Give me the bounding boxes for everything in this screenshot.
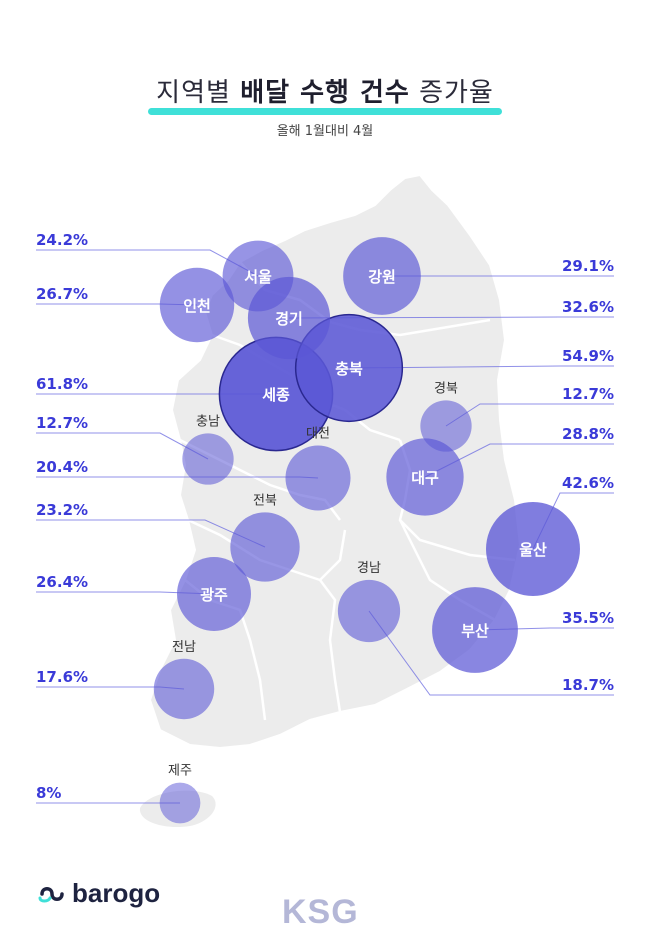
region-label-15: 부산 — [461, 622, 489, 640]
value-label-15: 35.5% — [562, 609, 614, 627]
title-part-1: 지역별 — [156, 78, 241, 108]
bubble-6 — [177, 557, 251, 631]
region-label-2: 세종 — [262, 386, 290, 404]
leader-line-16 — [368, 610, 614, 696]
value-label-8: 8% — [36, 784, 61, 802]
barogo-logo-icon — [38, 886, 64, 902]
bubble-13 — [386, 438, 464, 516]
region-label-1: 인천 — [183, 297, 211, 315]
chart-title: 지역별 배달 수행 건수 증가율 — [0, 72, 650, 113]
region-label-6: 광주 — [200, 586, 228, 604]
region-label-14: 울산 — [519, 541, 547, 559]
bubble-4 — [285, 445, 351, 511]
region-label-10: 경기 — [275, 310, 303, 328]
value-label-0: 24.2% — [36, 231, 88, 249]
watermark: KSG — [282, 893, 359, 931]
region-label-8: 제주 — [168, 764, 192, 779]
region-label-12: 경북 — [434, 381, 458, 396]
bubbles — [153, 237, 580, 824]
bubble-9 — [343, 237, 421, 315]
value-label-14: 42.6% — [562, 474, 614, 492]
region-label-3: 충남 — [196, 414, 220, 429]
bubble-16 — [337, 579, 401, 643]
region-label-16: 경남 — [357, 561, 381, 576]
chart-subtitle: 올해 1월대비 4월 — [276, 124, 374, 139]
region-label-9: 강원 — [368, 268, 396, 286]
region-label-5: 전북 — [253, 493, 277, 508]
title-underline — [148, 108, 502, 115]
leader-line-10 — [288, 316, 614, 319]
value-label-3: 12.7% — [36, 414, 88, 432]
value-label-5: 23.2% — [36, 501, 88, 519]
region-label-4: 대전 — [306, 426, 330, 441]
value-label-9: 29.1% — [562, 257, 614, 275]
value-label-11: 54.9% — [562, 347, 614, 365]
bubble-14 — [486, 502, 580, 596]
title-part-bold: 배달 수행 건수 — [240, 78, 410, 108]
bubble-7 — [153, 658, 215, 720]
bubble-3 — [182, 433, 234, 485]
region-label-11: 충북 — [335, 360, 363, 378]
value-label-16: 18.7% — [562, 676, 614, 694]
value-label-7: 17.6% — [36, 668, 88, 686]
title-part-2: 증가율 — [409, 78, 494, 108]
value-label-12: 12.7% — [562, 385, 614, 403]
logo-text: barogo — [72, 878, 161, 908]
region-label-13: 대구 — [411, 469, 439, 487]
bubble-12 — [420, 400, 472, 452]
value-label-6: 26.4% — [36, 573, 88, 591]
value-labels: 24.2% 서울 26.7% 인천 61.8% 세종 12.7% 충남 20.4% 대전 23.2%… — [36, 231, 614, 802]
value-label-10: 32.6% — [562, 298, 614, 316]
bubble-15 — [432, 587, 518, 673]
bubble-0 — [222, 240, 294, 312]
value-label-4: 20.4% — [36, 458, 88, 476]
leader-line-11 — [348, 365, 614, 369]
bubble-8 — [159, 782, 201, 824]
region-label-7: 전남 — [172, 640, 196, 655]
value-label-1: 26.7% — [36, 285, 88, 303]
value-label-13: 28.8% — [562, 425, 614, 443]
bubble-1 — [159, 267, 235, 343]
value-label-2: 61.8% — [36, 375, 88, 393]
region-label-0: 서울 — [244, 268, 272, 286]
bubble-5 — [230, 512, 300, 582]
barogo-logo: barogo — [36, 878, 160, 909]
